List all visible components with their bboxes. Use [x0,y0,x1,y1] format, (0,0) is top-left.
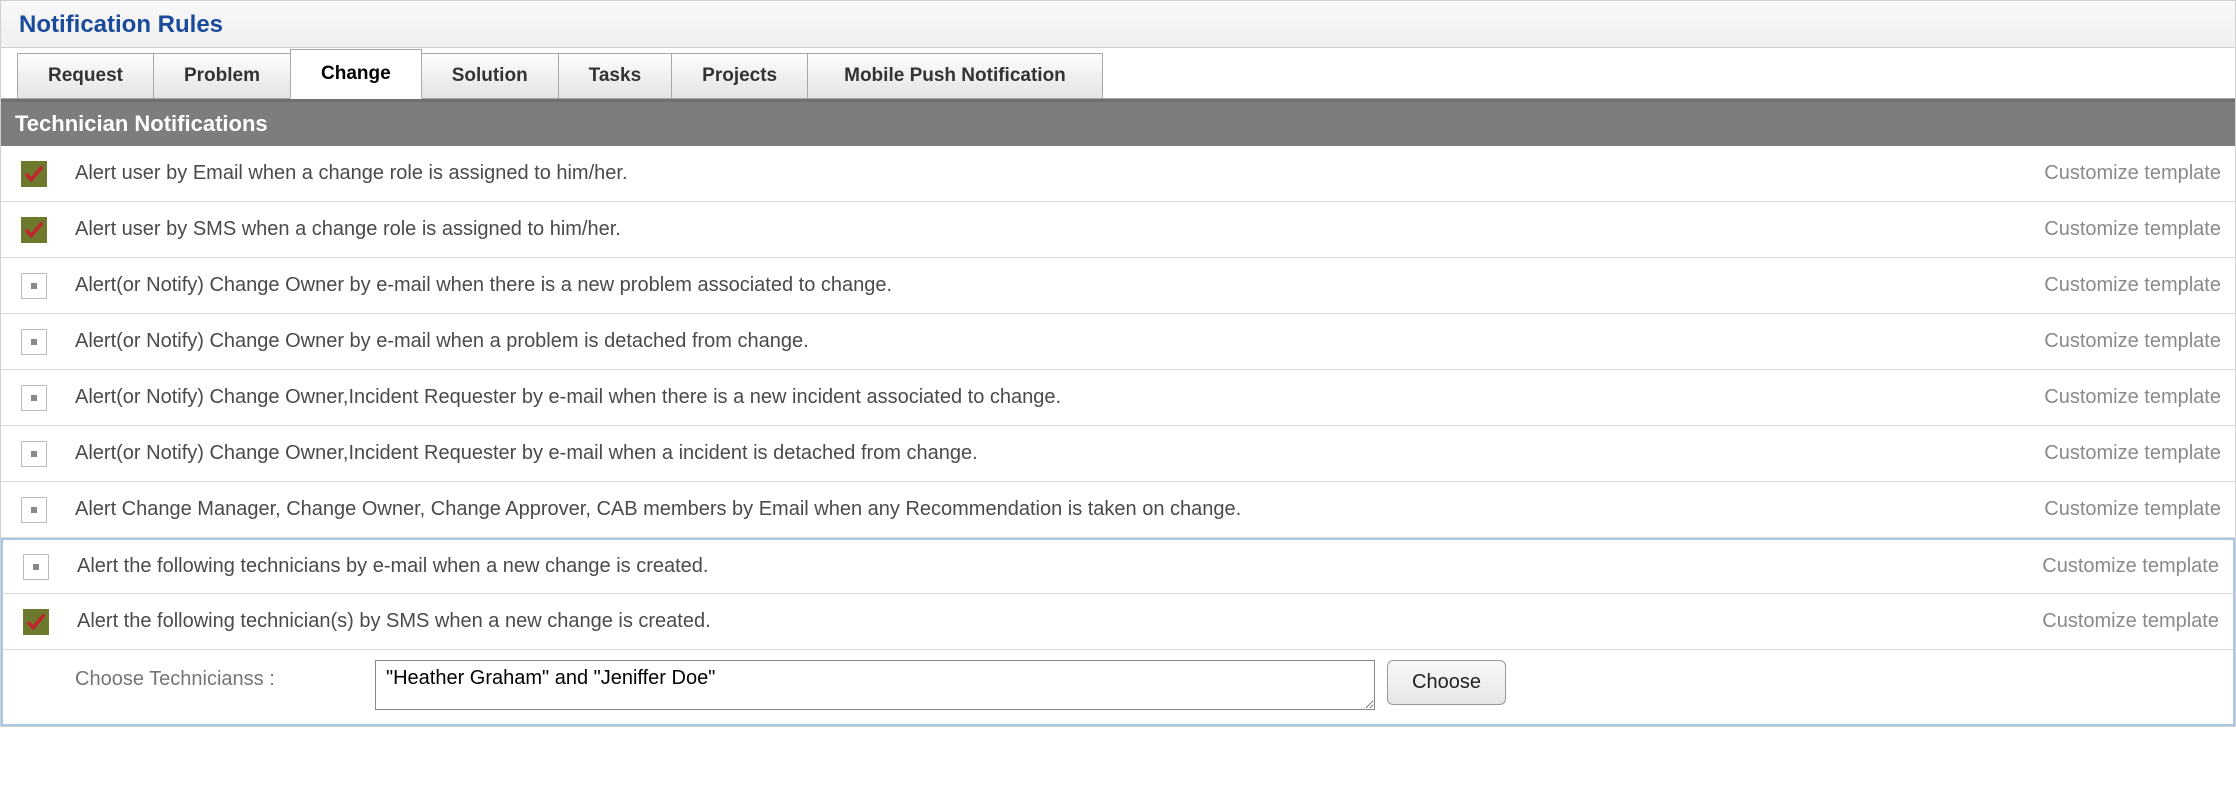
rule-row: Alert user by SMS when a change role is … [1,202,2235,258]
customize-template-link[interactable]: Customize template [2044,274,2221,297]
rule-row: Alert the following technician(s) by SMS… [3,594,2233,650]
tab-request[interactable]: Request [17,53,154,98]
rule-text: Alert the following technicians by e-mai… [77,555,2026,578]
rule-checkbox[interactable] [23,554,49,580]
rule-text: Alert(or Notify) Change Owner,Incident R… [75,442,2028,465]
rule-checkbox[interactable] [21,217,47,243]
tab-solution[interactable]: Solution [421,53,559,98]
tab-change[interactable]: Change [290,49,422,99]
notification-rules-panel: Notification Rules Request Problem Chang… [0,0,2236,727]
customize-template-link[interactable]: Customize template [2042,555,2219,578]
rule-row: Alert(or Notify) Change Owner by e-mail … [1,258,2235,314]
rule-checkbox[interactable] [23,609,49,635]
customize-template-link[interactable]: Customize template [2044,442,2221,465]
choose-technicians-row: Choose Technicianss : Choose [3,650,2233,724]
rule-text: Alert(or Notify) Change Owner by e-mail … [75,274,2028,297]
rule-text: Alert Change Manager, Change Owner, Chan… [75,498,2028,521]
choose-button[interactable]: Choose [1387,660,1506,705]
rule-checkbox[interactable] [21,385,47,411]
rules-list: Alert user by Email when a change role i… [1,146,2235,726]
customize-template-link[interactable]: Customize template [2044,330,2221,353]
rule-checkbox[interactable] [21,273,47,299]
rule-checkbox[interactable] [21,441,47,467]
choose-technicians-input[interactable] [375,660,1375,710]
choose-technicians-label: Choose Technicianss : [75,660,375,691]
rule-text: Alert user by Email when a change role i… [75,162,2028,185]
rule-text: Alert the following technician(s) by SMS… [77,610,2026,633]
highlighted-rule-group: Alert the following technician(s) by SMS… [1,594,2235,726]
rule-row: Alert Change Manager, Change Owner, Chan… [1,482,2235,538]
rule-text: Alert(or Notify) Change Owner by e-mail … [75,330,2028,353]
customize-template-link[interactable]: Customize template [2044,162,2221,185]
rule-checkbox[interactable] [21,161,47,187]
rule-checkbox[interactable] [21,329,47,355]
rule-text: Alert(or Notify) Change Owner,Incident R… [75,386,2028,409]
tab-bar: Request Problem Change Solution Tasks Pr… [1,48,2235,99]
tab-problem[interactable]: Problem [153,53,291,98]
customize-template-link[interactable]: Customize template [2042,610,2219,633]
rule-checkbox[interactable] [21,497,47,523]
page-title: Notification Rules [1,1,2235,48]
rule-row: Alert(or Notify) Change Owner,Incident R… [1,370,2235,426]
tab-projects[interactable]: Projects [671,53,808,98]
tab-tasks[interactable]: Tasks [558,53,672,98]
customize-template-link[interactable]: Customize template [2044,498,2221,521]
customize-template-link[interactable]: Customize template [2044,218,2221,241]
rule-row: Alert the following technicians by e-mai… [1,538,2235,594]
tab-mobile-push-notification[interactable]: Mobile Push Notification [807,53,1103,98]
customize-template-link[interactable]: Customize template [2044,386,2221,409]
rule-row: Alert(or Notify) Change Owner by e-mail … [1,314,2235,370]
rule-row: Alert(or Notify) Change Owner,Incident R… [1,426,2235,482]
section-header-technician-notifications: Technician Notifications [1,99,2235,146]
rule-text: Alert user by SMS when a change role is … [75,218,2028,241]
rule-row: Alert user by Email when a change role i… [1,146,2235,202]
